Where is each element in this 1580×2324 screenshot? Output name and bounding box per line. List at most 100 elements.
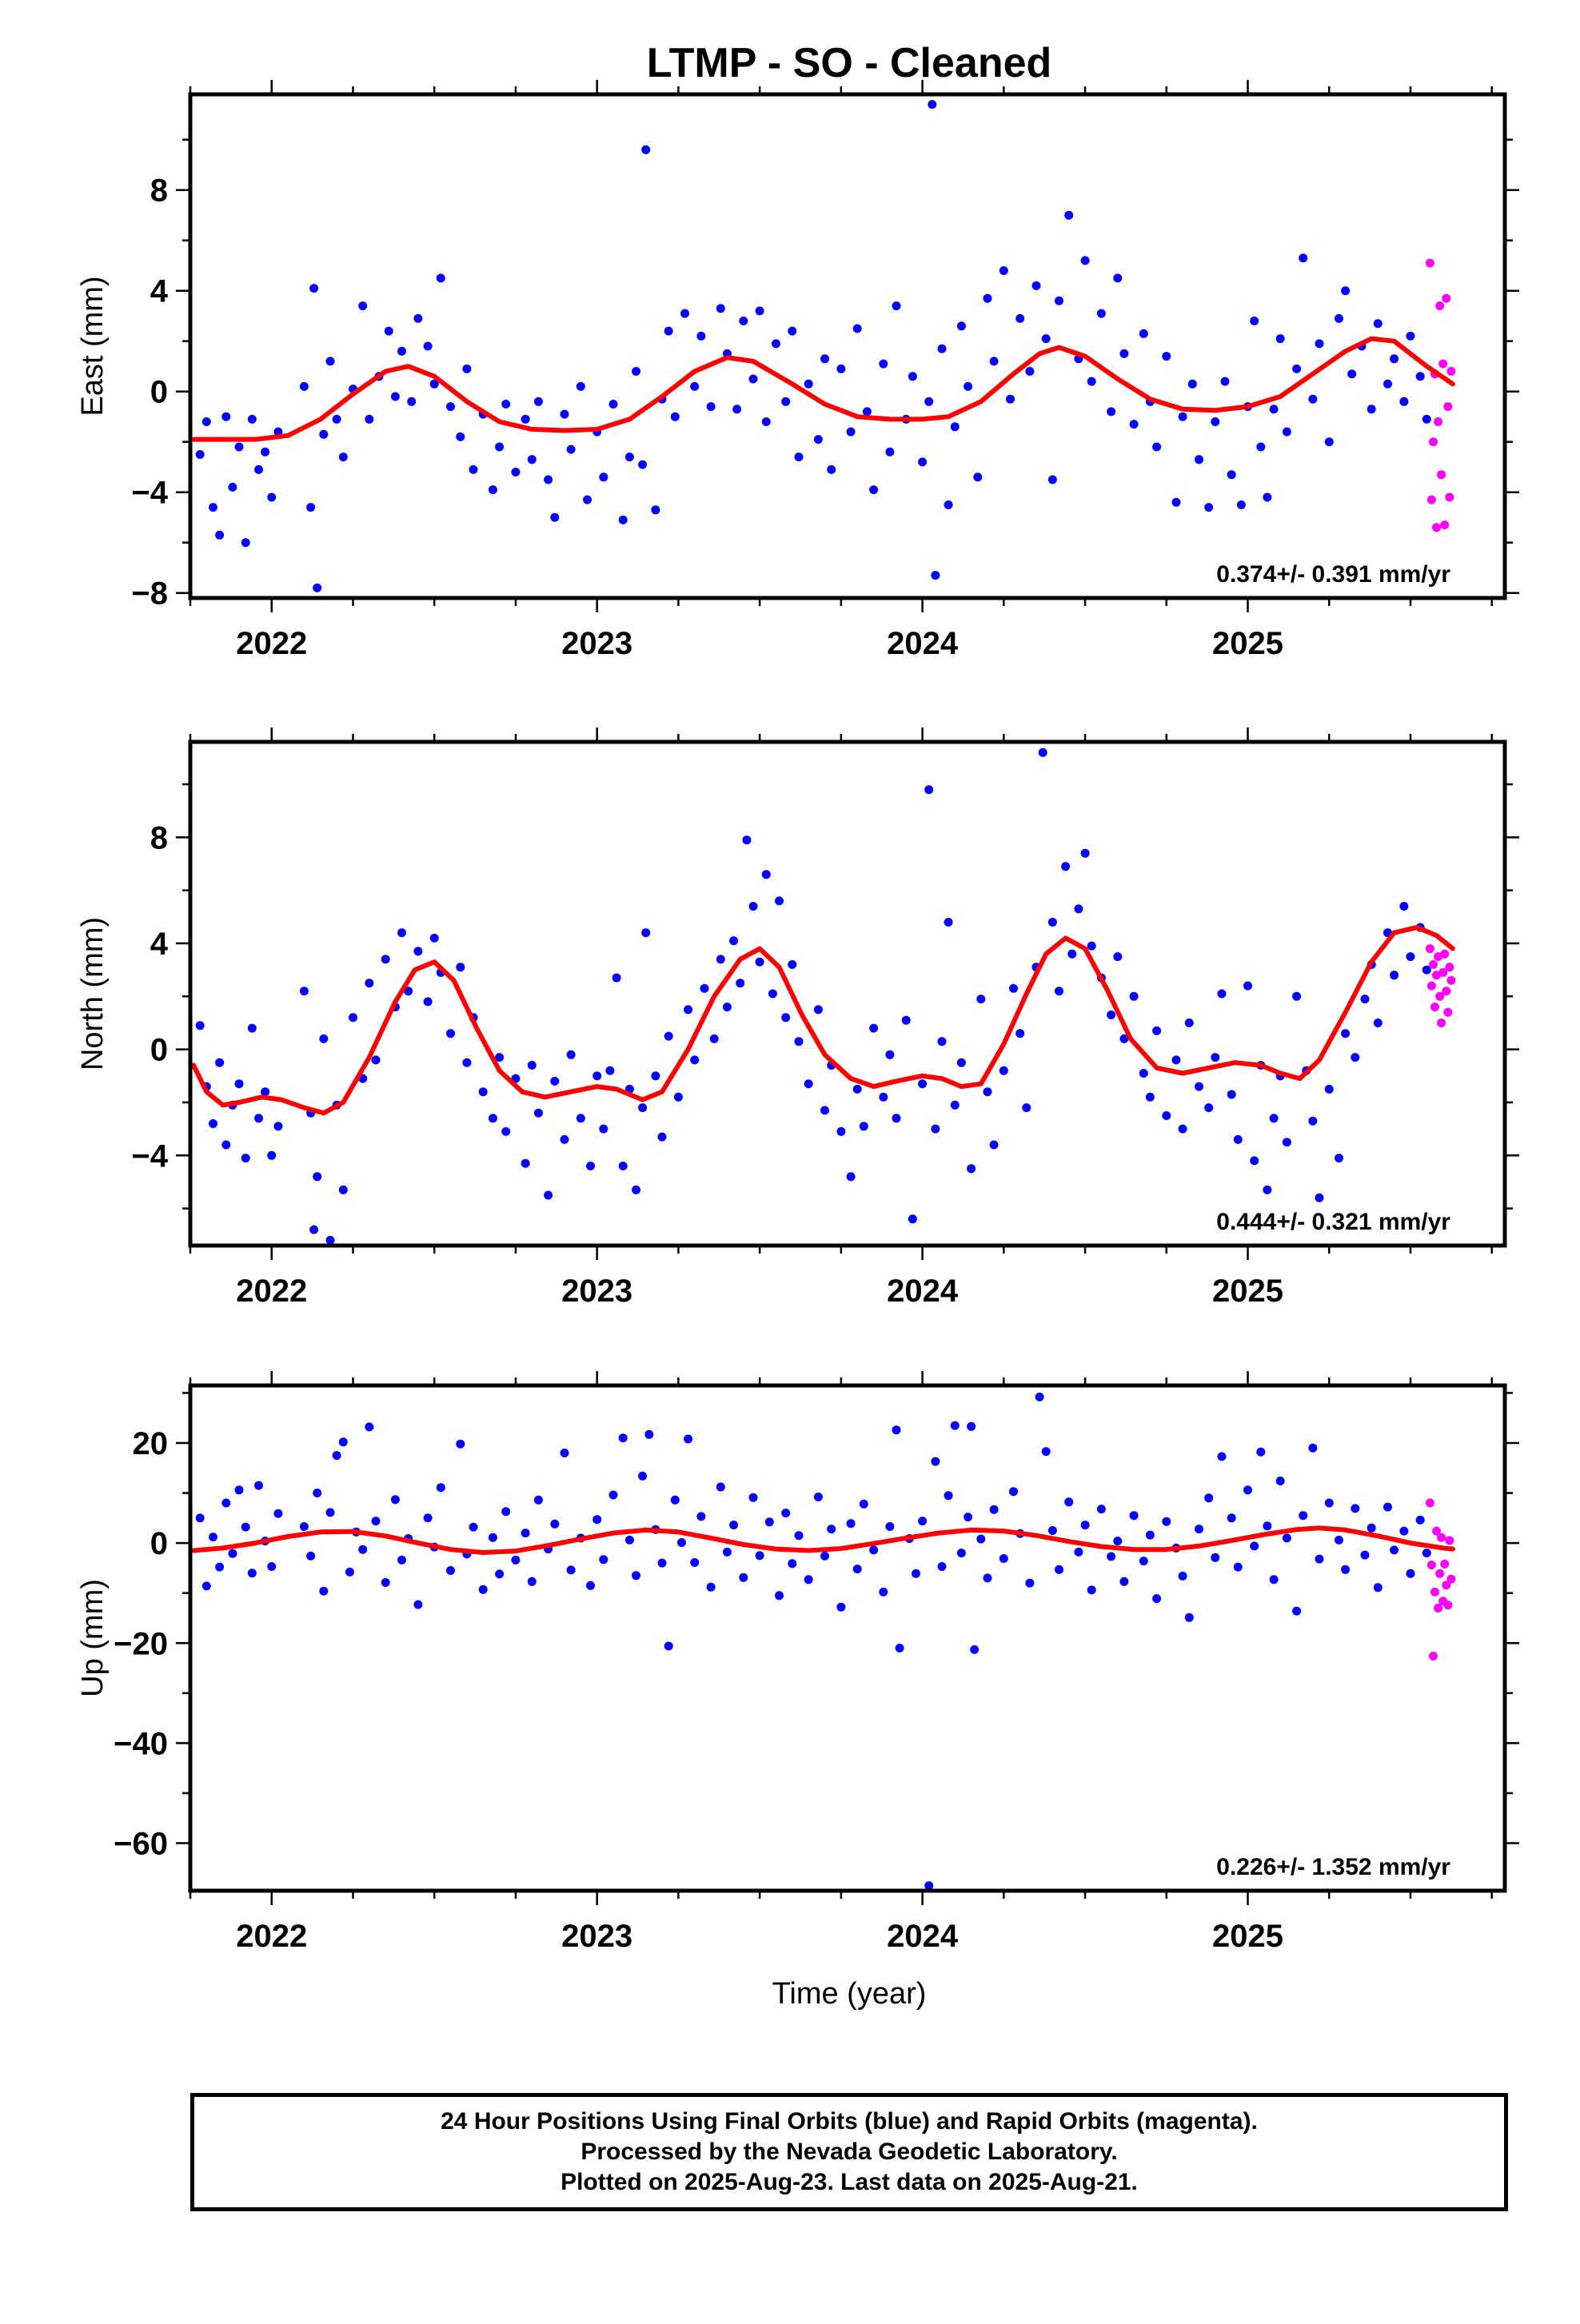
x-tick-label: 2022 [236, 1919, 307, 1954]
final-orbit-point [1263, 492, 1272, 502]
final-orbit-point [820, 354, 829, 364]
rapid-orbit-point [1426, 495, 1436, 504]
final-orbit-point [956, 1058, 966, 1067]
y-tick-label: 0 [150, 1526, 168, 1561]
final-orbit-point [1275, 334, 1285, 344]
y-tick-label: −4 [131, 1138, 168, 1174]
final-orbit-point [1406, 952, 1415, 962]
final-orbit-point [1399, 397, 1409, 406]
final-orbit-point [1171, 497, 1181, 507]
final-orbit-point [608, 1490, 618, 1500]
final-orbit-point [423, 997, 433, 1007]
final-orbit-point [706, 402, 716, 412]
final-orbit-point [775, 896, 784, 906]
rapid-orbit-point [1425, 944, 1434, 954]
final-orbit-point [221, 1140, 231, 1150]
final-orbit-point [550, 1519, 560, 1529]
footer-line-processed: Processed by the Nevada Geodetic Laborat… [581, 2139, 1118, 2165]
final-orbit-point [273, 1122, 283, 1131]
final-orbit-point [533, 1108, 543, 1118]
final-orbit-point [1335, 313, 1343, 323]
final-orbit-point [813, 1493, 823, 1501]
final-orbit-point [1211, 1053, 1220, 1062]
final-orbit-point [501, 400, 511, 409]
final-orbit-point [1233, 1134, 1243, 1144]
final-orbit-point [1315, 1193, 1324, 1202]
final-orbit-point [234, 1485, 244, 1495]
final-orbit-point [1263, 1185, 1272, 1194]
final-orbit-point [989, 357, 999, 366]
final-orbit-point [1074, 904, 1083, 914]
x-axis-label: Time (year) [772, 1977, 927, 2011]
final-orbit-point [924, 785, 934, 795]
final-orbit-point [365, 1422, 374, 1432]
final-orbit-point [1250, 1156, 1259, 1166]
final-orbit-point [544, 475, 553, 484]
final-orbit-point [1243, 981, 1252, 991]
final-orbit-point [1227, 470, 1236, 480]
final-orbit-point [781, 1509, 791, 1518]
y-axis-label: Up (mm) [76, 1579, 110, 1697]
final-orbit-point [869, 1023, 879, 1033]
final-orbit-point [1217, 989, 1227, 999]
rapid-orbit-point [1435, 1569, 1445, 1578]
final-orbit-point [1367, 1523, 1376, 1533]
final-orbit-point [309, 284, 319, 293]
final-orbit-point [931, 1124, 940, 1134]
final-orbit-point [1184, 1612, 1194, 1622]
x-tick-label: 2023 [561, 1274, 632, 1309]
rapid-orbit-point [1443, 1007, 1453, 1017]
final-orbit-point [488, 1114, 497, 1123]
final-orbit-point [624, 452, 634, 462]
final-orbit-point [664, 1641, 673, 1651]
final-orbit-point [436, 273, 445, 283]
y-tick-label: −60 [114, 1827, 168, 1862]
final-orbit-point [201, 1581, 211, 1591]
final-orbit-point [1119, 1577, 1129, 1586]
final-orbit-point [729, 1521, 739, 1530]
final-orbit-point [690, 1558, 700, 1567]
final-orbit-point [794, 1037, 804, 1046]
final-orbit-point [651, 1071, 660, 1081]
final-orbit-point [624, 1535, 634, 1545]
final-orbit-point [690, 1055, 700, 1065]
rapid-orbit-point [1425, 258, 1434, 268]
final-orbit-point [1195, 455, 1203, 464]
final-orbit-point [775, 1591, 784, 1600]
final-orbit-point [684, 1005, 693, 1015]
final-orbit-point [892, 301, 901, 311]
final-orbit-point [1341, 1029, 1351, 1038]
final-orbit-point [254, 1481, 263, 1490]
final-orbit-point [254, 1114, 263, 1123]
velocity-label: 0.444+/- 0.321 mm/yr [1216, 1209, 1450, 1235]
x-tick-label: 2024 [887, 1274, 959, 1309]
final-orbit-point [1107, 407, 1116, 417]
rapid-orbit-point [1446, 1574, 1456, 1584]
final-orbit-point [1308, 394, 1318, 404]
final-orbit-point [1184, 1018, 1194, 1027]
final-orbit-point [495, 442, 505, 452]
final-orbit-point [1422, 965, 1431, 975]
rapid-orbit-point [1445, 963, 1454, 972]
final-orbit-point [1360, 1550, 1370, 1560]
rapid-orbit-point [1446, 367, 1456, 376]
final-orbit-point [1315, 1554, 1324, 1564]
final-orbit-point [1009, 1487, 1018, 1497]
final-orbit-point [937, 344, 947, 353]
final-orbit-point [1204, 503, 1214, 512]
final-orbit-point [456, 432, 465, 441]
final-orbit-point [267, 1150, 277, 1160]
final-orbit-point [423, 1513, 433, 1523]
final-orbit-point [1390, 354, 1399, 364]
final-orbit-point [1204, 1493, 1214, 1503]
final-orbit-point [739, 317, 748, 325]
final-orbit-point [1422, 1549, 1431, 1558]
panel-up: 2022 2023 2024 2025 −60 −40 −20 0 20 Up (mm) 0.226… [76, 1371, 1519, 1954]
final-orbit-point [1250, 1541, 1259, 1551]
rapid-orbit-point [1430, 1003, 1439, 1012]
y-tick-label: −20 [114, 1626, 168, 1661]
final-orbit-point [964, 381, 973, 391]
final-orbit-point [983, 1573, 992, 1583]
final-orbit-point [1250, 317, 1259, 325]
final-orbit-point [1162, 1517, 1171, 1526]
